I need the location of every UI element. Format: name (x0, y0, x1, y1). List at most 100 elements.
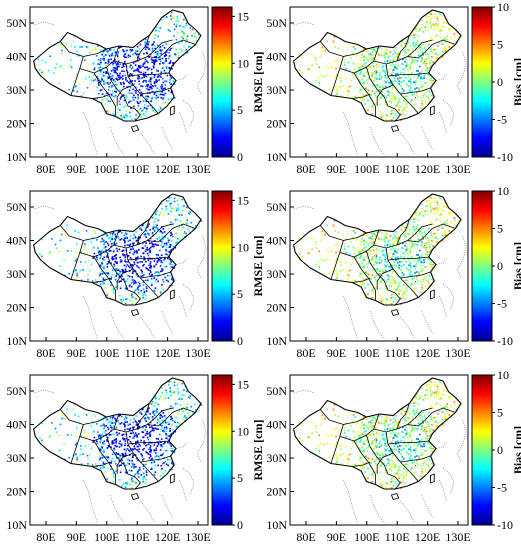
station-point (370, 233, 372, 235)
station-point (437, 16, 439, 18)
station-point (110, 59, 112, 61)
station-point (370, 57, 372, 59)
station-point (156, 70, 158, 72)
station-point (401, 445, 403, 447)
station-point (131, 92, 133, 94)
station-point (136, 473, 138, 475)
station-point (164, 47, 166, 49)
station-point (162, 236, 164, 238)
station-point (163, 412, 165, 414)
station-point (167, 442, 169, 444)
station-point (166, 464, 168, 466)
lon-tick-label: 130E (185, 162, 210, 176)
station-point (434, 393, 436, 395)
station-point (82, 269, 84, 271)
station-point (412, 94, 414, 96)
station-point (398, 289, 400, 291)
station-point (162, 279, 164, 281)
station-point (437, 238, 439, 240)
station-point (106, 256, 108, 258)
station-point (149, 252, 151, 254)
station-point (416, 228, 418, 230)
station-point (137, 54, 139, 56)
station-point (171, 424, 173, 426)
station-point (74, 414, 76, 416)
station-point (124, 265, 126, 267)
station-point (367, 89, 369, 91)
station-point (156, 79, 158, 81)
station-point (147, 69, 149, 71)
station-point (405, 426, 407, 428)
station-point (119, 281, 121, 283)
station-point (370, 101, 372, 103)
station-point (103, 467, 105, 469)
station-point (415, 30, 417, 32)
station-point (161, 97, 163, 99)
station-point (132, 296, 134, 298)
station-point (152, 416, 154, 418)
station-point (424, 93, 426, 95)
station-point (96, 423, 98, 425)
station-point (146, 433, 148, 435)
station-point (360, 241, 362, 243)
station-point (133, 253, 135, 255)
station-point (390, 235, 392, 237)
station-point (426, 58, 428, 60)
station-point (125, 75, 127, 77)
station-point (144, 42, 146, 44)
station-point (171, 463, 173, 465)
station-point (120, 280, 122, 282)
station-point (84, 59, 86, 61)
station-point (160, 475, 162, 477)
station-point (116, 248, 118, 250)
station-point (110, 417, 112, 419)
station-point (103, 266, 105, 268)
station-point (389, 285, 391, 287)
station-point (108, 100, 110, 102)
station-point (102, 283, 104, 285)
station-point (315, 244, 317, 246)
station-point (117, 66, 119, 68)
station-point (113, 416, 115, 418)
station-point (432, 39, 434, 41)
station-point (145, 242, 147, 244)
station-point (136, 449, 138, 451)
station-point (126, 110, 128, 112)
station-point (112, 259, 114, 261)
station-point (102, 99, 104, 101)
station-point (430, 390, 432, 392)
station-point (413, 62, 415, 64)
station-point (145, 61, 147, 63)
station-point (145, 261, 147, 263)
station-point (140, 101, 142, 103)
station-point (367, 450, 369, 452)
station-point (151, 99, 153, 101)
station-point (385, 487, 387, 489)
station-point (111, 85, 113, 87)
station-point (161, 284, 163, 286)
station-point (425, 238, 427, 240)
station-point (177, 18, 179, 20)
station-point (315, 428, 317, 430)
station-point (98, 67, 100, 69)
station-point (159, 63, 161, 65)
lon-tick-label: 120E (155, 346, 180, 360)
station-point (147, 253, 149, 255)
station-point (144, 419, 146, 421)
station-point (76, 427, 78, 429)
station-point (407, 433, 409, 435)
station-point (160, 212, 162, 214)
colorbar-tick-label: -10 (497, 150, 513, 164)
station-point (379, 273, 381, 275)
station-point (129, 470, 131, 472)
station-point (379, 281, 381, 283)
station-point (414, 229, 416, 231)
station-point (115, 91, 117, 93)
station-point (139, 83, 141, 85)
station-point (421, 287, 423, 289)
station-point (401, 449, 403, 451)
station-point (102, 447, 104, 449)
station-point (412, 48, 414, 50)
station-point (129, 245, 131, 247)
station-point (121, 251, 123, 253)
